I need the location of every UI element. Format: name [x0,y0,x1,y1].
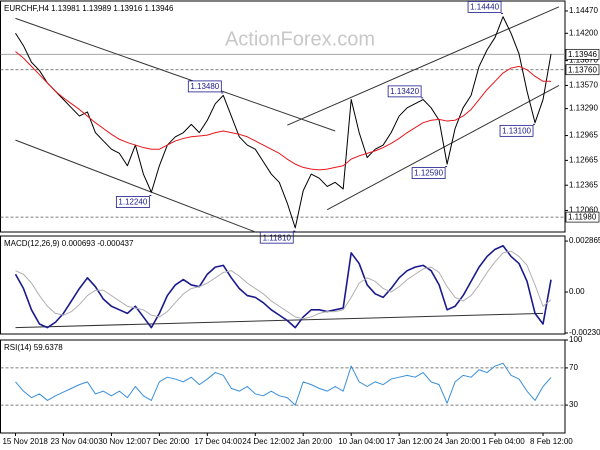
annotation-box [187,80,222,93]
annotation-label: 1.11810 [263,233,292,242]
annotation-label: 1.13100 [502,126,531,135]
trendline [15,17,336,132]
series-line [15,362,552,406]
level-label: 1.13946 [568,50,597,59]
y-tick-label: 1.12365 [569,180,598,189]
annotation-label: 1.12240 [118,198,147,207]
y-tick-label: 1.14470 [569,6,598,15]
y-tick-label: 1.13290 [569,104,598,113]
x-tick-label: 1 Feb 04:00 [482,437,525,446]
level-label: 1.13760 [568,65,597,74]
y-tick-label: 100 [569,335,583,344]
annotation-label: 1.14440 [470,3,499,12]
annotation-box [467,1,502,13]
panel-title: RSI(14) 59.6378 [4,343,63,352]
y-tick-label: 1.12665 [569,155,598,164]
series-line [15,16,552,229]
y-tick-label: 1.12965 [569,131,598,140]
panel-frame [0,235,566,335]
series-line [15,250,552,320]
trendline [15,312,544,329]
annotation-box [115,196,150,208]
y-tick-label: 1.13870 [569,56,598,65]
panel-frame [0,339,566,434]
x-tick-label: 2 Jan 20:00 [290,437,332,446]
level-label-box [565,48,600,60]
series-line [15,51,552,171]
x-tick-label: 15 Nov 2018 [2,437,48,446]
trendline [287,6,560,126]
annotation-box [259,231,294,244]
x-tick-label: 17 Dec 04:00 [194,437,242,446]
annotation-label: 1.12590 [414,169,443,178]
x-tick-label: 24 Jan 20:00 [434,437,481,446]
x-tick-label: 10 Jan 04:00 [338,437,385,446]
annotation-label: 1.13420 [390,87,419,96]
watermark: ActionForex.com [225,28,375,50]
trendline [326,85,560,211]
level-label-box [565,64,600,76]
annotation-label: 1.13480 [190,82,219,91]
x-tick-label: 23 Nov 04:00 [50,437,98,446]
y-tick-label: 1.14200 [569,28,598,37]
y-tick-label: 0.00 [569,287,585,296]
y-tick-label: 1.13570 [569,81,598,90]
panel-title: MACD(12,26,9) 0.000693 -0.000437 [4,239,134,248]
series-line [14,244,552,329]
y-tick-label: 30 [569,400,578,409]
annotation-box [411,167,446,179]
trendline [15,139,256,233]
x-tick-label: 30 Nov 12:00 [98,437,146,446]
y-tick-label: 0.002865 [569,236,600,245]
annotation-box [387,85,422,98]
y-tick-label: 1.12060 [569,206,598,215]
level-label-box [565,211,600,223]
annotation-box [499,124,534,137]
panel-title: EURCHF,H4 1.13981 1.13989 1.13916 1.1394… [4,4,174,13]
x-tick-label: 8 Feb 12:00 [530,437,573,446]
y-tick-label: -0.002302 [569,328,600,337]
x-tick-label: 7 Dec 20:00 [146,437,190,446]
x-tick-label: 24 Dec 12:00 [242,437,290,446]
level-label: 1.11980 [568,213,597,222]
y-tick-label: 70 [569,363,578,372]
x-tick-label: 17 Jan 12:00 [386,437,433,446]
